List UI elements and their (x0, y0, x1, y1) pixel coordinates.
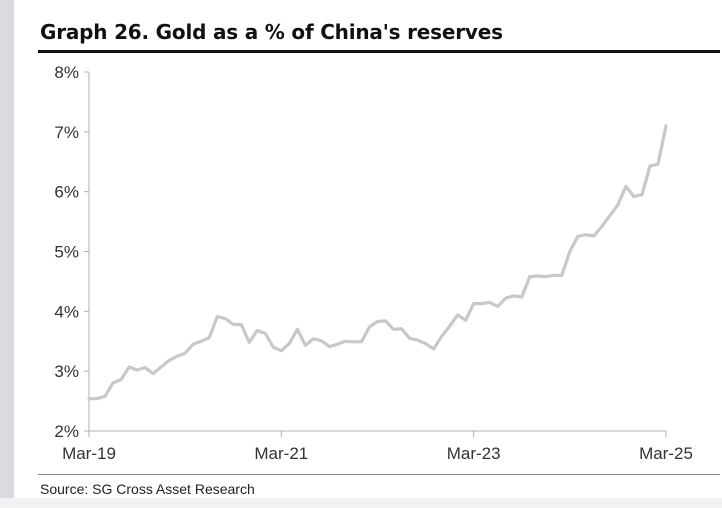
y-tick-label: 5% (54, 243, 79, 262)
left-window-strip (0, 0, 14, 508)
y-tick-label: 6% (54, 183, 79, 202)
source-rule (38, 474, 720, 475)
bottom-window-strip (0, 498, 722, 508)
series-group (87, 124, 668, 401)
chart-card: Graph 26. Gold as a % of China's reserve… (30, 0, 722, 508)
source-note: Source: SG Cross Asset Research (40, 481, 255, 497)
x-axis: Mar-19 Mar-21 Mar-23 Mar-25 (62, 430, 693, 463)
y-tick-label: 3% (54, 362, 79, 381)
x-tick-label: Mar-25 (639, 444, 693, 463)
y-tick-label: 8% (54, 63, 79, 82)
line-chart: 2% 3% 4% 5% 6% 7% 8% Mar-19 Mar-21 Mar-23 Mar-25 (54, 63, 693, 463)
y-tick-label: 7% (54, 123, 79, 142)
x-tick-label: Mar-21 (254, 444, 308, 463)
y-tick-label: 4% (54, 302, 79, 321)
title-rule (38, 50, 720, 53)
y-tick-label: 2% (54, 422, 79, 441)
y-axis: 2% 3% 4% 5% 6% 7% 8% (54, 63, 90, 441)
x-tick-label: Mar-19 (62, 444, 116, 463)
series-line (87, 124, 668, 401)
x-tick-label: Mar-23 (447, 444, 501, 463)
chart-title: Graph 26. Gold as a % of China's reserve… (40, 20, 503, 44)
